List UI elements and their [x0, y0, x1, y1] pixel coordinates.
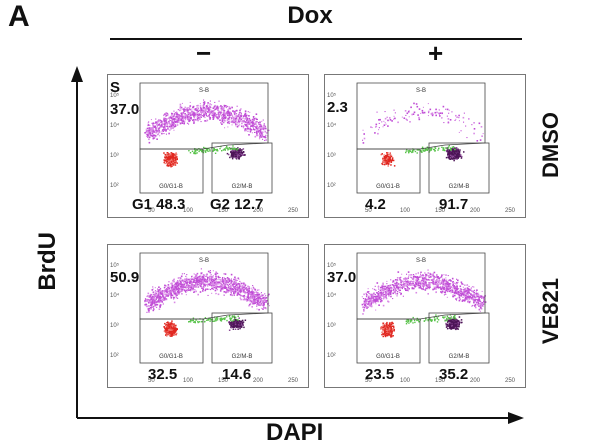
value-g2-phase: 14.6	[222, 366, 252, 383]
dox-title: Dox	[287, 2, 333, 29]
x-tick-label: 250	[288, 378, 299, 384]
gate-g2m	[211, 312, 273, 364]
gate-g0g1	[139, 148, 204, 194]
y-tick-label: 10⁵	[327, 263, 337, 269]
gate-label-s: S-B	[416, 88, 426, 94]
x-tick-label: 100	[183, 378, 194, 384]
y-tick-label: 10⁴	[110, 123, 120, 129]
scatter-canvas: S-B G0/G1-B G2/M-B	[356, 82, 490, 194]
phase-label-s: S	[110, 79, 121, 96]
value-g2-phase: G2 12.7	[210, 196, 264, 213]
y-tick-label: 10⁵	[327, 93, 337, 99]
x-tick-label: 200	[470, 208, 481, 214]
x-tick-label: 200	[253, 208, 264, 214]
value-s-phase: 37.0	[110, 101, 140, 118]
gate-g0g1	[139, 318, 204, 364]
scatter-canvas: S-B G0/G1-B G2/M-B	[139, 82, 273, 194]
value-s-phase: 2.3	[327, 99, 348, 116]
condition-plus-label: +	[428, 38, 444, 68]
gate-g0g1	[356, 148, 421, 194]
gate-g0g1	[356, 318, 421, 364]
gate-g2m	[428, 142, 490, 194]
x-tick-label: 50	[148, 208, 155, 214]
value-s-phase: 50.9	[110, 269, 140, 286]
y-tick-label: 10²	[110, 183, 119, 189]
flow-plot-ve821-minus: S-B G0/G1-B G2/M-B 50 100 150 200 250 10² 10³ 10⁴ 1…	[107, 244, 309, 388]
flow-plot-ve821-plus: S-B G0/G1-B G2/M-B 50 100 150 200 250 10² 10³ 10⁴ 1…	[324, 244, 526, 388]
gate-label-g2m: G2/M-B	[449, 354, 470, 360]
gate-label-s: S-B	[199, 88, 209, 94]
x-tick-label: 100	[400, 378, 411, 384]
value-g2-phase: 91.7	[439, 196, 469, 213]
flow-plot-dmso-plus: S-B G0/G1-B G2/M-B 50 100 150 200 250 10² 10³ 10⁴ 1…	[324, 74, 526, 218]
y-tick-label: 10³	[110, 153, 119, 159]
x-axis-label: DAPI	[266, 419, 324, 446]
value-g1-phase: 23.5	[365, 366, 395, 383]
gate-g2m	[211, 142, 273, 194]
value-g1-phase: G1 48.3	[132, 196, 186, 213]
x-tick-label: 200	[253, 378, 264, 384]
y-axis-label: BrdU	[34, 232, 61, 291]
gate-label-g0g1: G0/G1-B	[376, 354, 400, 360]
x-tick-label: 100	[400, 208, 411, 214]
gate-label-s: S-B	[416, 258, 426, 264]
x-tick-label: 50	[365, 378, 372, 384]
gate-label-g0g1: G0/G1-B	[159, 184, 183, 190]
dox-underline	[110, 38, 522, 40]
gate-label-g0g1: G0/G1-B	[376, 184, 400, 190]
x-tick-label: 50	[148, 378, 155, 384]
scatter-canvas: S-B G0/G1-B G2/M-B	[356, 252, 490, 364]
y-tick-label: 10⁴	[110, 293, 120, 299]
x-tick-label: 150	[218, 208, 229, 214]
x-tick-label: 150	[435, 208, 446, 214]
y-tick-label: 10³	[327, 153, 336, 159]
gate-label-g2m: G2/M-B	[232, 184, 253, 190]
y-tick-label: 10²	[327, 183, 336, 189]
value-g1-phase: 32.5	[148, 366, 178, 383]
y-tick-label: 10⁵	[110, 263, 120, 269]
x-tick-label: 250	[505, 208, 516, 214]
x-tick-label: 150	[218, 378, 229, 384]
scatter-canvas: S-B G0/G1-B G2/M-B	[139, 252, 273, 364]
value-g1-phase: 4.2	[365, 196, 386, 213]
gate-label-g2m: G2/M-B	[232, 354, 253, 360]
y-tick-label: 10²	[110, 353, 119, 359]
gate-label-g0g1: G0/G1-B	[159, 354, 183, 360]
panel-letter: A	[8, 0, 30, 33]
x-tick-label: 150	[435, 378, 446, 384]
x-tick-label: 200	[470, 378, 481, 384]
y-tick-label: 10⁵	[110, 93, 120, 99]
y-tick-label: 10⁴	[327, 293, 337, 299]
x-tick-label: 250	[288, 208, 299, 214]
y-tick-label: 10³	[110, 323, 119, 329]
gate-label-g2m: G2/M-B	[449, 184, 470, 190]
y-tick-label: 10²	[327, 353, 336, 359]
x-tick-label: 50	[365, 208, 372, 214]
x-tick-label: 250	[505, 378, 516, 384]
gate-g2m	[428, 312, 490, 364]
y-tick-label: 10³	[327, 323, 336, 329]
value-s-phase: 37.0	[327, 269, 357, 286]
value-g2-phase: 35.2	[439, 366, 469, 383]
y-tick-label: 10⁴	[327, 123, 337, 129]
gate-label-s: S-B	[199, 258, 209, 264]
x-tick-label: 100	[183, 208, 194, 214]
condition-minus-label: −	[196, 38, 212, 68]
flow-plot-dmso-minus: S-B G0/G1-B G2/M-B 50 100 150 200 250 10² 10³ 10⁴ 1…	[107, 74, 309, 218]
